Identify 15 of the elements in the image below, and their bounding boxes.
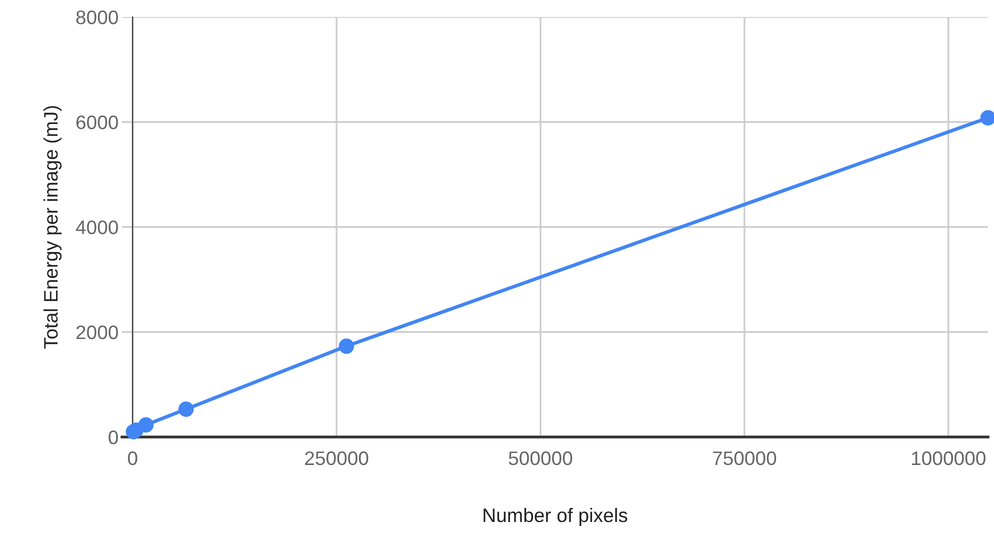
point — [338, 338, 354, 354]
y-axis-title: Total Energy per image (mJ) — [43, 106, 62, 349]
x-axis-title: Number of pixels — [484, 508, 628, 526]
y-tick-label: 2000 — [76, 325, 118, 340]
y-tick-label: 8000 — [76, 10, 118, 24]
x-tick-label: 0 — [128, 451, 138, 466]
y-tick-label: 6000 — [76, 115, 118, 130]
x-tick-label: 750000 — [712, 451, 776, 466]
x-tick-label: 500000 — [508, 451, 572, 466]
y-tick-label: 0 — [108, 430, 118, 444]
y-tick-label: 4000 — [76, 220, 118, 234]
x-tick-label: 1000000 — [912, 451, 986, 466]
point — [178, 402, 194, 417]
x-tick-label: 250000 — [305, 451, 368, 466]
point — [138, 417, 154, 433]
